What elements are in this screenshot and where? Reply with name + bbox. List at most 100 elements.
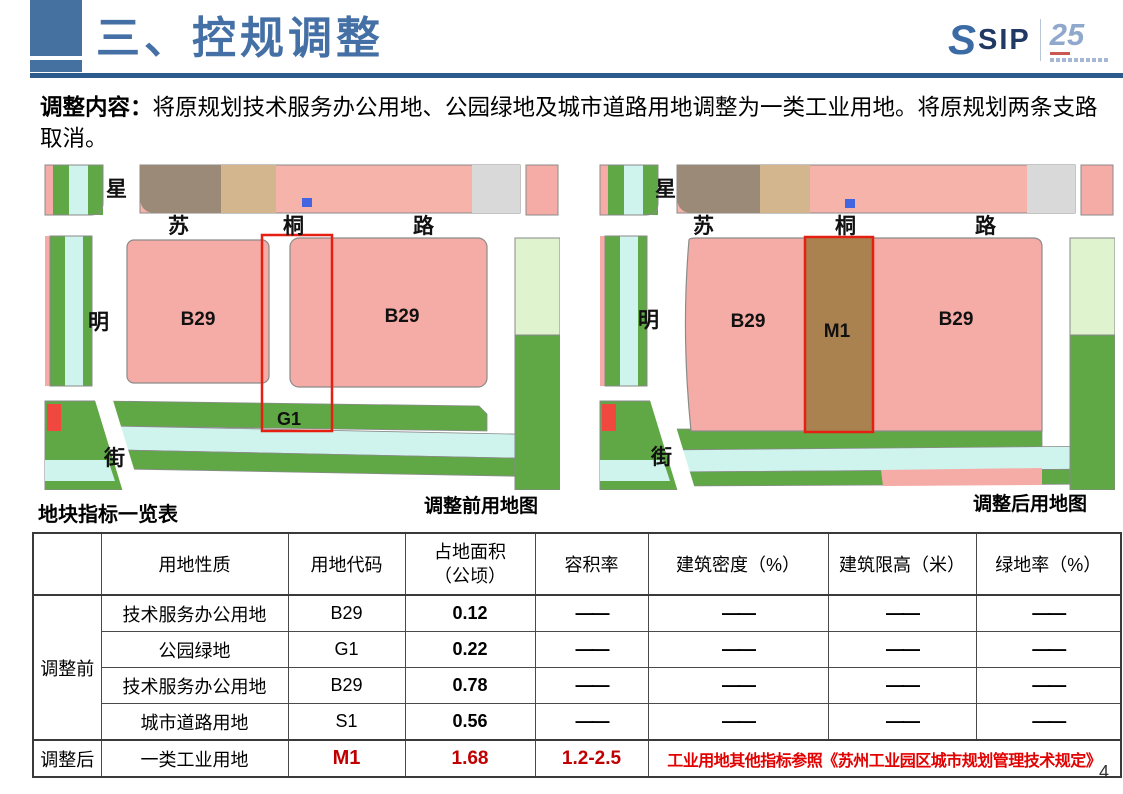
strip-outline [599,164,659,216]
canal-strip [624,165,643,215]
road-label-xing: 星 [655,178,676,201]
road-label-su: 苏 [693,215,714,238]
cell-use: 技术服务办公用地 [100,594,289,632]
adjustment-intro: 调整内容：将原规划技术服务办公用地、公园绿地及城市道路用地调整为一类工业用地。将… [40,92,1098,154]
cell-green: —— [975,667,1122,704]
sip-logo: S SIP 25 [948,14,1108,66]
tan-building-block [760,165,810,213]
sip-s-swoosh-icon: S [948,16,977,63]
cell-far-m1: 1.2-2.5 [534,739,649,778]
canal-band [662,445,1115,473]
blue-marker [845,199,855,208]
anniversary-25-text: 25 [1049,16,1085,52]
green-strip-right [514,334,560,490]
road-label-ming: 明 [638,309,659,332]
canal-strip [620,236,638,386]
m1-parcel-red-boundary [803,235,875,434]
parcel-label-b29-right: B29 [385,306,420,327]
tan-building-block [221,165,276,213]
table-row: 公园绿地 G1 0.22 —— —— —— —— [33,631,1122,668]
blue-marker [302,198,312,207]
parcel-label-b29-right: B29 [939,309,974,330]
red-parcel [47,404,61,431]
cell-use: 城市道路用地 [100,703,289,741]
cell-area: 0.56 [404,703,536,741]
cell-density: —— [647,703,829,741]
road-label-lu: 路 [975,214,997,238]
anniversary-mark: 25 [1049,16,1108,62]
cell-code: B29 [287,594,406,632]
logo-caption-bar [1049,57,1108,62]
group-before-cell: 调整前 [32,594,102,741]
land-use-map-before: 星 苏 桐 路 明 街 B29 B29 G1 [44,164,560,490]
green-strip-right [1069,334,1115,490]
land-use-map-after: 星 苏 桐 路 明 街 B29 B29 M1 [599,164,1115,490]
table-title: 地块指标一览表 [38,504,178,526]
canal-strip [65,236,83,386]
title-underline-rule [30,73,1123,78]
road-label-jie: 街 [650,445,672,469]
green-strip [50,236,65,386]
street-road-gap [94,397,141,490]
b29-parcel-right [289,237,488,388]
green-strip [53,165,69,215]
cell-area-m1: 1.68 [404,739,536,778]
road-label-jie: 街 [103,446,125,470]
green-strip [608,165,624,215]
road-label-xing: 星 [106,178,127,201]
cell-far: —— [534,667,649,704]
page-number: 4 [1099,762,1110,782]
brown-building-block [677,165,760,213]
intro-text: 将原规划技术服务办公用地、公园绿地及城市道路用地调整为一类工业用地。将原规划两条… [40,95,1098,151]
cell-density: —— [647,594,829,632]
header-far: 容积率 [534,532,649,596]
green-strip [83,236,92,386]
header-area: 占地面积 （公顷） [404,532,536,596]
pink-sliver [45,236,50,386]
cell-code: S1 [287,703,406,741]
page-title: 三、控规调整 [96,14,384,63]
cell-use: 公园绿地 [100,631,289,668]
cell-far: —— [534,703,649,741]
header-density: 建筑密度（%） [647,532,829,596]
pink-sliver [45,165,53,215]
cell-code: B29 [287,667,406,704]
cell-height: —— [827,703,977,741]
header-empty [32,532,102,596]
pink-corner-strip [1080,164,1114,216]
strip-outline [604,235,648,387]
pink-sliver [600,236,605,386]
cell-density: —— [647,631,829,668]
intro-label: 调整内容： [40,95,153,120]
cell-height: —— [827,667,977,704]
cell-area: 0.78 [404,667,536,704]
pink-sliver [600,165,608,215]
green-strip [638,236,647,386]
cell-area: 0.22 [404,631,536,668]
title-accent-square [30,0,82,56]
cell-density: —— [647,667,829,704]
group-after-cell: 调整后 [32,739,102,778]
plot-indicator-table: 用地性质 用地代码 占地面积 （公顷） 容积率 建筑密度（%） 建筑限高（米） … [32,532,1122,778]
cell-far: —— [534,594,649,632]
table-row-after: 调整后 一类工业用地 M1 1.68 1.2-2.5 工业用地其他指标参照《苏州… [32,739,1122,778]
parcel-label-b29-left: B29 [181,309,216,330]
cell-height: —— [827,631,977,668]
cell-green: —— [975,594,1122,632]
cell-area: 0.12 [404,594,536,632]
pale-green-parcel [1069,237,1115,336]
grey-block [472,165,520,213]
red-parcel [602,404,616,431]
street-road-gap [649,397,696,490]
table-row: 调整前 技术服务办公用地 B29 0.12 —— —— —— —— [32,594,1122,741]
brown-building-block [140,165,221,213]
strip-outline [44,164,104,216]
parcel-label-m1: M1 [824,321,851,342]
road-label-lu: 路 [413,214,435,238]
road-label-su: 苏 [168,215,189,238]
cell-green: —— [975,631,1122,668]
pink-bottom-strip [881,468,1042,486]
cell-height: —— [827,594,977,632]
cell-far: —— [534,631,649,668]
header-height-limit: 建筑限高（米） [827,532,977,596]
